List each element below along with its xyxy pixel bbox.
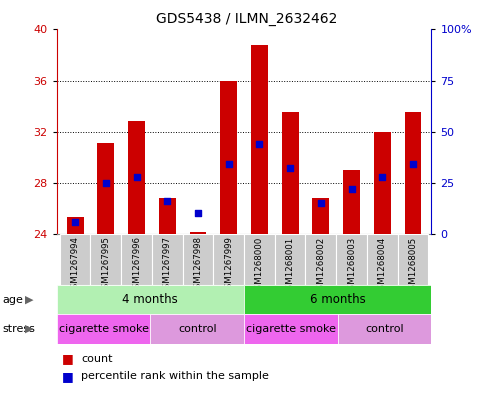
Text: GSM1268002: GSM1268002 bbox=[317, 236, 325, 295]
Text: GSM1268004: GSM1268004 bbox=[378, 236, 387, 295]
Text: count: count bbox=[81, 354, 113, 364]
Text: GSM1268003: GSM1268003 bbox=[347, 236, 356, 295]
Bar bbox=[282, 112, 299, 234]
Bar bbox=[159, 198, 176, 234]
Bar bbox=[152, 234, 182, 285]
Text: control: control bbox=[365, 324, 404, 334]
Point bbox=[133, 173, 141, 180]
Bar bbox=[275, 234, 306, 285]
Bar bbox=[244, 285, 431, 314]
Point bbox=[348, 186, 355, 192]
Text: GSM1267999: GSM1267999 bbox=[224, 236, 233, 294]
Bar bbox=[338, 314, 431, 344]
Text: ▶: ▶ bbox=[25, 324, 34, 334]
Bar bbox=[67, 217, 84, 234]
Bar bbox=[367, 234, 397, 285]
Text: GSM1267997: GSM1267997 bbox=[163, 236, 172, 294]
Point bbox=[102, 180, 110, 186]
Bar bbox=[213, 234, 244, 285]
Bar bbox=[57, 314, 150, 344]
Point bbox=[286, 165, 294, 172]
Text: GDS5438 / ILMN_2632462: GDS5438 / ILMN_2632462 bbox=[156, 11, 337, 26]
Point bbox=[409, 161, 417, 167]
Text: age: age bbox=[2, 295, 23, 305]
Text: cigarette smoke: cigarette smoke bbox=[59, 324, 148, 334]
Point bbox=[378, 173, 386, 180]
Bar bbox=[244, 234, 275, 285]
Text: GSM1268005: GSM1268005 bbox=[408, 236, 418, 295]
Text: GSM1268001: GSM1268001 bbox=[285, 236, 295, 295]
Point bbox=[163, 198, 171, 204]
Bar bbox=[313, 198, 329, 234]
Point bbox=[225, 161, 233, 167]
Bar bbox=[60, 234, 91, 285]
Bar bbox=[404, 112, 422, 234]
Text: percentile rank within the sample: percentile rank within the sample bbox=[81, 371, 269, 381]
Bar bbox=[189, 232, 207, 234]
Text: GSM1267994: GSM1267994 bbox=[70, 236, 80, 294]
Bar bbox=[98, 143, 114, 234]
Bar bbox=[343, 170, 360, 234]
Bar bbox=[150, 314, 244, 344]
Text: GSM1267998: GSM1267998 bbox=[193, 236, 203, 294]
Point bbox=[255, 141, 263, 147]
Text: GSM1267996: GSM1267996 bbox=[132, 236, 141, 294]
Text: stress: stress bbox=[2, 324, 35, 334]
Text: GSM1267995: GSM1267995 bbox=[102, 236, 110, 294]
Point bbox=[71, 219, 79, 225]
Bar bbox=[182, 234, 213, 285]
Bar bbox=[251, 45, 268, 234]
Text: 4 months: 4 months bbox=[122, 293, 178, 306]
Bar bbox=[57, 285, 244, 314]
Bar bbox=[128, 121, 145, 234]
Text: GSM1268000: GSM1268000 bbox=[255, 236, 264, 295]
Bar bbox=[244, 314, 338, 344]
Bar bbox=[306, 234, 336, 285]
Text: ■: ■ bbox=[62, 369, 73, 383]
Point bbox=[194, 210, 202, 217]
Text: cigarette smoke: cigarette smoke bbox=[246, 324, 336, 334]
Bar bbox=[336, 234, 367, 285]
Bar bbox=[91, 234, 121, 285]
Text: 6 months: 6 months bbox=[310, 293, 366, 306]
Bar bbox=[397, 234, 428, 285]
Text: ■: ■ bbox=[62, 352, 73, 365]
Bar bbox=[374, 132, 390, 234]
Text: control: control bbox=[178, 324, 216, 334]
Bar bbox=[121, 234, 152, 285]
Bar bbox=[220, 81, 237, 234]
Text: ▶: ▶ bbox=[25, 295, 34, 305]
Point bbox=[317, 200, 325, 206]
